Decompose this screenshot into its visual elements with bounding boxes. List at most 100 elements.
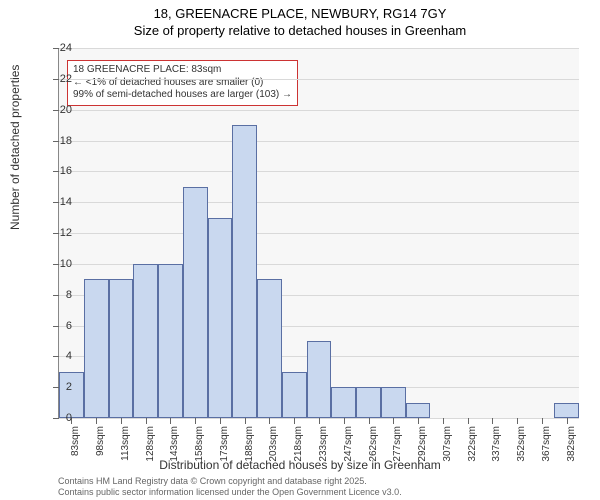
y-tick — [53, 202, 59, 203]
x-tick-label: 203sqm — [268, 426, 279, 466]
x-tick — [393, 418, 394, 424]
x-tick-label: 188sqm — [244, 426, 255, 466]
footer-attribution: Contains HM Land Registry data © Crown c… — [58, 476, 402, 498]
x-tick-label: 337sqm — [491, 426, 502, 466]
y-tick-label: 2 — [66, 381, 72, 393]
y-tick — [53, 264, 59, 265]
histogram-bar — [208, 218, 233, 418]
gridline — [59, 141, 579, 142]
x-tick — [418, 418, 419, 424]
x-tick — [369, 418, 370, 424]
y-tick-label: 22 — [60, 73, 72, 85]
histogram-bar — [183, 187, 208, 418]
x-tick — [492, 418, 493, 424]
y-tick-label: 8 — [66, 289, 72, 301]
footer-line2: Contains public sector information licen… — [58, 487, 402, 498]
y-tick-label: 18 — [60, 135, 72, 147]
gridline — [59, 233, 579, 234]
annotation-line1: 18 GREENACRE PLACE: 83sqm — [73, 64, 292, 77]
title-subtitle: Size of property relative to detached ho… — [0, 23, 600, 40]
chart-title: 18, GREENACRE PLACE, NEWBURY, RG14 7GY S… — [0, 0, 600, 40]
gridline — [59, 110, 579, 111]
y-tick — [53, 141, 59, 142]
x-tick-label: 128sqm — [145, 426, 156, 466]
x-tick — [170, 418, 171, 424]
footer-line1: Contains HM Land Registry data © Crown c… — [58, 476, 402, 487]
x-tick-label: 247sqm — [343, 426, 354, 466]
x-tick — [220, 418, 221, 424]
histogram-bar — [282, 372, 307, 418]
y-tick — [53, 171, 59, 172]
y-tick-label: 0 — [66, 412, 72, 424]
x-tick-label: 83sqm — [70, 426, 81, 466]
histogram-bar — [381, 387, 406, 418]
histogram-bar — [133, 264, 158, 418]
x-tick-label: 352sqm — [516, 426, 527, 466]
histogram-bar — [331, 387, 356, 418]
x-tick-label: 382sqm — [566, 426, 577, 466]
x-tick — [542, 418, 543, 424]
x-tick — [121, 418, 122, 424]
annotation-line3: 99% of semi-detached houses are larger (… — [73, 89, 292, 102]
x-tick-label: 218sqm — [293, 426, 304, 466]
histogram-bar — [257, 279, 282, 418]
x-tick — [146, 418, 147, 424]
y-tick-label: 14 — [60, 196, 72, 208]
x-tick-label: 292sqm — [417, 426, 428, 466]
histogram-bar — [307, 341, 332, 418]
y-tick — [53, 326, 59, 327]
histogram-bar — [232, 125, 257, 418]
x-tick-label: 173sqm — [219, 426, 230, 466]
y-tick-label: 4 — [66, 350, 72, 362]
histogram-bar — [356, 387, 381, 418]
x-tick — [443, 418, 444, 424]
y-tick-label: 16 — [60, 165, 72, 177]
x-tick — [468, 418, 469, 424]
x-tick-label: 158sqm — [194, 426, 205, 466]
y-tick-label: 12 — [60, 227, 72, 239]
x-tick — [195, 418, 196, 424]
title-address: 18, GREENACRE PLACE, NEWBURY, RG14 7GY — [0, 6, 600, 23]
histogram-bar — [84, 279, 109, 418]
x-tick — [319, 418, 320, 424]
histogram-bar — [109, 279, 134, 418]
x-tick-label: 277sqm — [392, 426, 403, 466]
x-tick — [567, 418, 568, 424]
x-tick — [96, 418, 97, 424]
x-tick — [269, 418, 270, 424]
x-tick-label: 233sqm — [318, 426, 329, 466]
gridline — [59, 202, 579, 203]
x-tick — [294, 418, 295, 424]
plot-area: 18 GREENACRE PLACE: 83sqm ← <1% of detac… — [58, 48, 579, 419]
histogram-bar — [158, 264, 183, 418]
y-tick-label: 6 — [66, 320, 72, 332]
x-tick-label: 113sqm — [120, 426, 131, 466]
y-tick — [53, 356, 59, 357]
x-tick — [245, 418, 246, 424]
gridline — [59, 171, 579, 172]
annotation-box: 18 GREENACRE PLACE: 83sqm ← <1% of detac… — [67, 60, 298, 106]
y-tick — [53, 418, 59, 419]
y-tick — [53, 295, 59, 296]
histogram-bar — [554, 403, 579, 418]
y-tick-label: 10 — [60, 258, 72, 270]
gridline — [59, 48, 579, 49]
x-tick — [344, 418, 345, 424]
chart-container: 18, GREENACRE PLACE, NEWBURY, RG14 7GY S… — [0, 0, 600, 500]
x-tick-label: 322sqm — [467, 426, 478, 466]
y-tick — [53, 79, 59, 80]
y-tick-label: 20 — [60, 104, 72, 116]
gridline — [59, 79, 579, 80]
y-tick-label: 24 — [60, 42, 72, 54]
y-tick — [53, 110, 59, 111]
y-tick — [53, 233, 59, 234]
y-tick — [53, 48, 59, 49]
x-tick-label: 143sqm — [169, 426, 180, 466]
x-tick-label: 98sqm — [95, 426, 106, 466]
x-tick-label: 307sqm — [442, 426, 453, 466]
y-axis-label: Number of detached properties — [8, 65, 22, 230]
x-tick-label: 262sqm — [368, 426, 379, 466]
histogram-bar — [406, 403, 431, 418]
x-tick-label: 367sqm — [541, 426, 552, 466]
x-tick — [517, 418, 518, 424]
